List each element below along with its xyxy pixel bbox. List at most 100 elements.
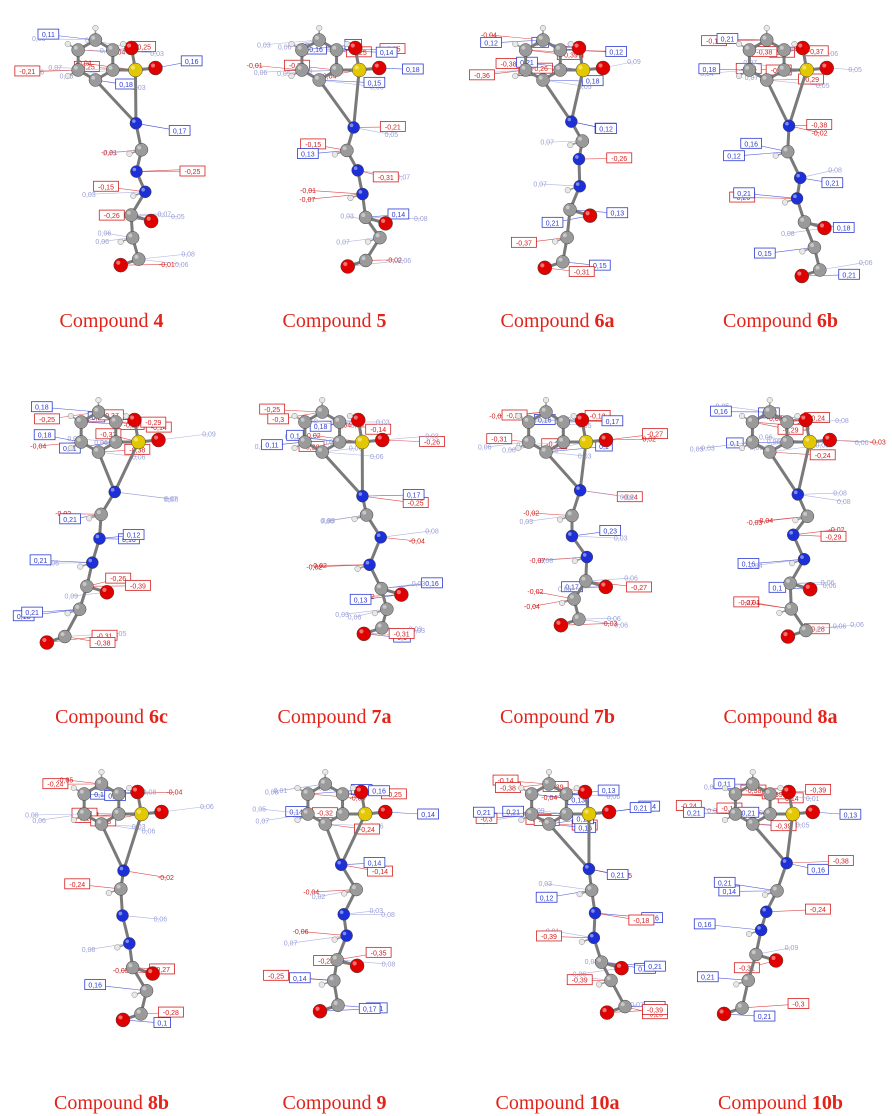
atom [599,1005,615,1020]
hydrogen-atom [64,72,71,80]
charge-label: 0,18 [702,67,716,74]
atom [574,412,590,428]
charge-label: 0,07 [158,211,172,218]
charge-label: -0,14 [151,425,167,432]
charge-label: 0,08 [143,789,157,796]
hydrogen-atom [559,599,566,607]
atom [131,434,146,450]
charge-label: -0,04 [489,413,505,420]
hydrogen-atom [123,412,130,420]
atom [781,784,796,800]
charge-label: 0,09 [531,808,545,815]
charge-label: 0,07 [256,818,270,825]
charge-label: 0,05 [171,214,185,221]
atom [340,929,353,942]
hydrogen-atom [288,40,295,48]
atom [295,43,309,57]
charge-label: 0,08 [828,167,842,174]
charge-label: -0,03 [746,520,762,527]
compound-caption: Compound 7b [446,706,669,729]
atom [565,529,579,543]
charge-label: -0,15 [98,184,114,191]
charge-label: -0,02 [829,527,845,534]
hydrogen-atom [567,40,574,48]
charge-label: 0,12 [609,49,623,56]
charge-label: 0,09 [785,945,799,952]
hydrogen-atom [512,40,519,48]
charge-label: -0,26 [104,213,120,220]
atom [130,165,143,178]
charge-label: 0,21 [25,610,39,617]
atom [575,62,591,78]
hydrogen-atom [735,40,743,48]
atom [777,63,791,77]
charge-label: 0,03 [257,42,271,49]
charge-label: -0,38 [95,640,111,647]
charge-label: 0,17 [94,792,108,799]
atom [301,787,315,801]
compound-caption: Compound 6b [669,310,892,333]
atom [353,784,369,800]
atom [728,807,743,821]
atom [580,550,594,564]
atom [134,806,149,822]
charge-label: -0,31 [574,270,590,277]
charge-label: -0,38 [501,62,517,69]
atom [359,508,374,522]
hydrogen-atom [777,784,784,792]
molecule-diagram: 0,060,060,05-0,04-0,25-0,14-0,02-0,250,0… [255,396,445,643]
atom [340,143,354,158]
charge-label: -0,31 [97,633,113,640]
compound-number: 6a [594,310,615,332]
atom [332,435,347,449]
atom [298,435,312,449]
hydrogen-atom [117,238,124,245]
atom [614,960,629,976]
atom [760,905,773,919]
charge-label: 0,1 [290,433,300,440]
charge-label: 0,12 [727,154,741,161]
charge-label: -0,04 [541,795,557,802]
charge-label: 0,06 [833,623,847,630]
atom [94,507,108,522]
charge-label: -0,14 [370,427,386,434]
atom [74,435,88,449]
compound-number: 5 [376,310,387,332]
charge-label: 0,16 [372,789,386,796]
atom [598,579,614,595]
charge-label: 0,18 [406,67,420,74]
hydrogen-atom [556,516,564,523]
charge-label: 0,14 [421,812,435,819]
atom [759,73,774,87]
charge-label: 0,03 [690,447,704,454]
charge-label: -0,01 [159,262,175,269]
atom [553,617,569,633]
atom [117,864,130,877]
charge-label: 0,09 [627,59,641,66]
atom [349,958,365,974]
charge-label: 0,03 [411,628,425,635]
atom [742,63,757,77]
atom [795,40,810,56]
compound-number: 4 [153,310,164,332]
atom [604,973,618,988]
atom [537,260,553,276]
atom [295,63,309,77]
charge-label: 0,06 [567,417,581,424]
atom [378,216,393,231]
atom [373,230,387,245]
hydrogen-atom [542,396,550,404]
compound-number: 8b [147,1092,170,1114]
charge-label: 0,21 [826,181,840,188]
charge-label: 0,21 [34,558,48,565]
charge-label: 0,05 [585,959,599,966]
atom [780,856,793,870]
charge-label: -0,24 [810,907,826,914]
atom [573,484,587,497]
charge-label: 0,06 [320,519,334,526]
atom [131,252,146,266]
atom [556,435,571,449]
compound-cell-10b: 0,070,05-0,24-0,140,060,010,030,160,14-0… [669,744,892,1116]
charge-label: 0,06 [823,583,837,590]
charge-label: 0,21 [611,872,625,879]
